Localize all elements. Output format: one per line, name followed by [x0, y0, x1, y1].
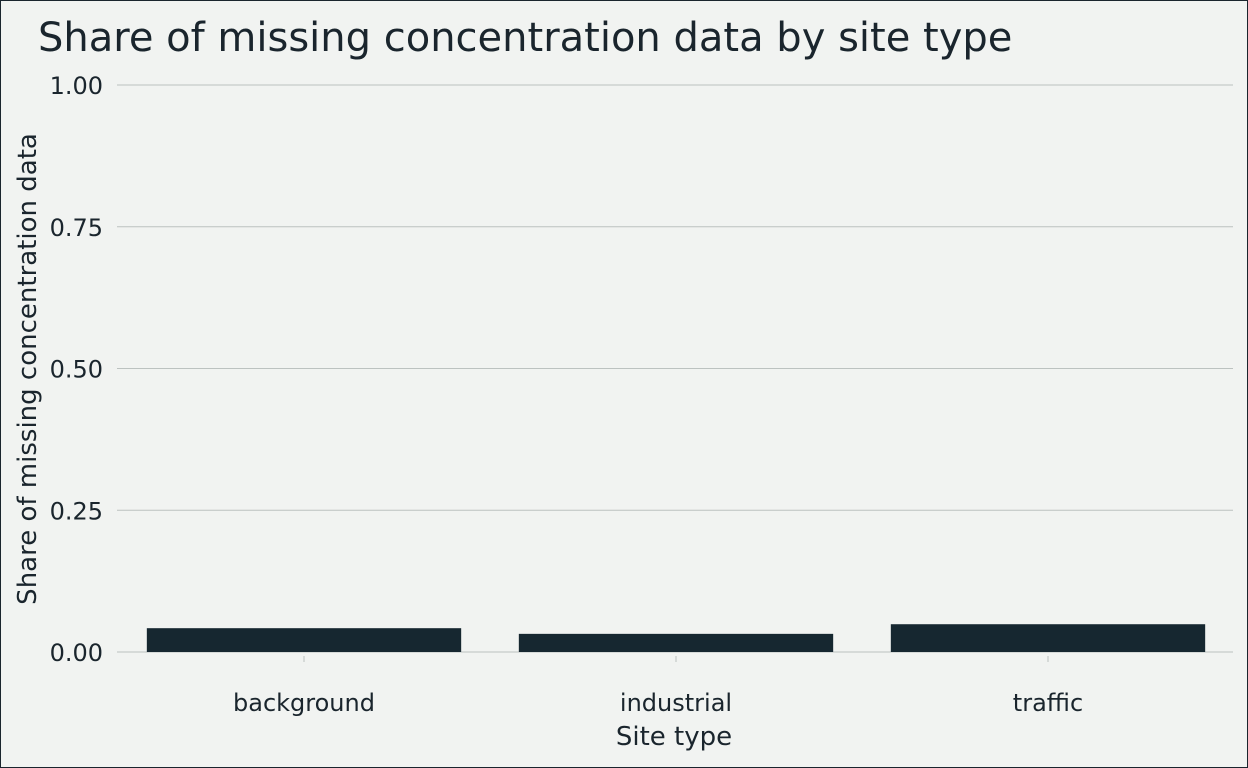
y-tick-label: 0.50: [50, 356, 103, 384]
y-axis-title: Share of missing concentration data: [13, 133, 43, 605]
bar-traffic: [890, 624, 1206, 652]
y-tick-label: 0.75: [50, 214, 103, 242]
y-tick-label: 1.00: [50, 72, 103, 100]
y-tick-label: 0.00: [50, 639, 103, 667]
y-tick-labels: 0.00 0.25 0.50 0.75 1.00: [50, 72, 103, 667]
grid-lines: [117, 84, 1233, 653]
bar-background: [146, 628, 462, 652]
bar-industrial: [518, 633, 834, 652]
bars: [146, 624, 1206, 652]
x-tick-label: traffic: [1013, 689, 1083, 717]
x-tick-label: background: [233, 689, 375, 717]
chart-title: Share of missing concentration data by s…: [38, 15, 1012, 61]
x-tick-label: industrial: [620, 689, 732, 717]
y-tick-label: 0.25: [50, 497, 103, 525]
x-axis-title: Site type: [616, 722, 732, 752]
x-tick-labels: background industrial traffic: [233, 656, 1083, 717]
